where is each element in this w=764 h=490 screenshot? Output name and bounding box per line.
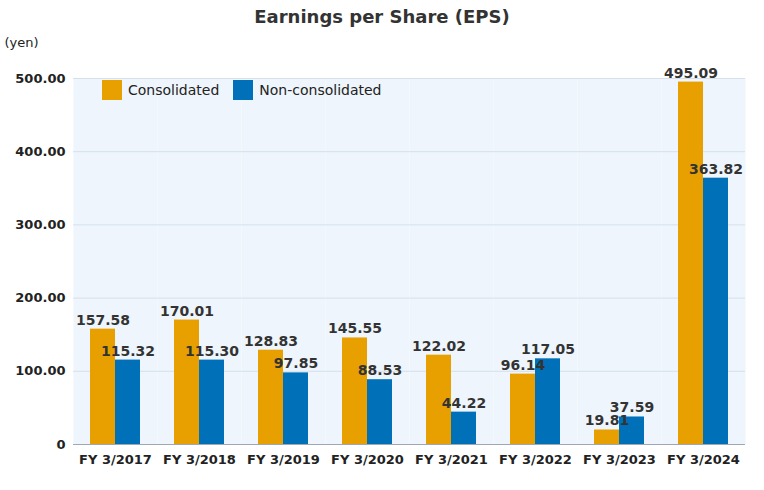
svg-text:(yen): (yen) (5, 35, 39, 50)
html-text:Consolidated: Consolidated (128, 82, 220, 98)
svg-text:88.53: 88.53 (358, 362, 402, 378)
svg-text:FY 3/2019: FY 3/2019 (247, 452, 320, 467)
svg-text:FY 3/2020: FY 3/2020 (331, 452, 404, 467)
svg-text:200.00: 200.00 (15, 290, 65, 305)
svg-text:FY 3/2024: FY 3/2024 (667, 452, 740, 467)
svg-text:115.30: 115.30 (185, 343, 239, 359)
svg-text:100.00: 100.00 (15, 363, 65, 378)
svg-text:FY 3/2017: FY 3/2017 (79, 452, 152, 467)
svg-text:145.55: 145.55 (328, 320, 382, 336)
svg-text:117.05: 117.05 (521, 341, 575, 357)
svg-text:37.59: 37.59 (610, 399, 654, 415)
svg-text:96.14: 96.14 (501, 357, 546, 373)
svg-text:FY 3/2023: FY 3/2023 (583, 452, 656, 467)
svg-text:FY 3/2021: FY 3/2021 (415, 452, 488, 467)
svg-text:44.22: 44.22 (442, 395, 486, 411)
svg-text:FY 3/2018: FY 3/2018 (163, 452, 236, 467)
svg-text:0: 0 (56, 437, 65, 452)
svg-text:400.00: 400.00 (15, 144, 65, 159)
html-text:Earnings per Share (EPS): Earnings per Share (EPS) (254, 6, 510, 27)
svg-text:115.32: 115.32 (101, 343, 155, 359)
svg-text:128.83: 128.83 (244, 333, 298, 349)
svg-text:500.00: 500.00 (15, 71, 65, 86)
svg-text:19.81: 19.81 (584, 412, 630, 429)
svg-text:170.01: 170.01 (160, 303, 214, 319)
svg-text:FY 3/2022: FY 3/2022 (499, 452, 572, 467)
svg-text:97.85: 97.85 (274, 355, 318, 371)
svg-text:495.09: 495.09 (664, 65, 718, 81)
svg-text:122.02: 122.02 (412, 338, 466, 354)
html-text:Non-consolidated: Non-consolidated (259, 82, 382, 98)
svg-text:157.58: 157.58 (76, 312, 130, 328)
svg-text:363.82: 363.82 (689, 161, 743, 177)
svg-text:300.00: 300.00 (15, 217, 65, 232)
